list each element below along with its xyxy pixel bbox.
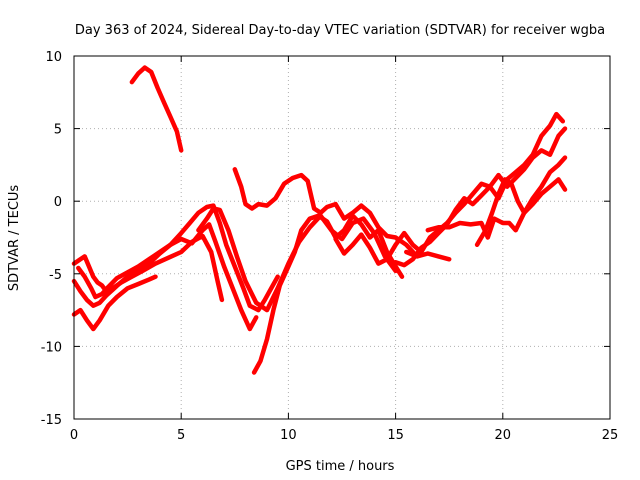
x-tick-label: 0 [70, 428, 78, 443]
y-tick-label: -15 [41, 413, 62, 428]
chart-title: Day 363 of 2024, Sidereal Day-to-day VTE… [75, 23, 605, 38]
series-line-s8 [232, 167, 420, 259]
series-line-s9 [333, 111, 566, 266]
series-line-s4 [71, 274, 158, 332]
series-line-s2 [71, 233, 225, 303]
x-tick-label: 20 [495, 428, 512, 443]
x-tick-label: 5 [177, 428, 185, 443]
series-line-s1 [129, 65, 184, 153]
series-line-s11 [404, 249, 452, 262]
series-layer [71, 65, 568, 375]
series-line-s10 [393, 126, 568, 268]
y-tick-label: 5 [54, 123, 62, 138]
y-tick-label: -10 [41, 340, 62, 355]
x-axis-label: GPS time / hours [286, 459, 395, 474]
series-line-s13 [474, 155, 568, 248]
grid [74, 56, 610, 419]
y-tick-label: -5 [49, 268, 62, 283]
axis-ticks: 0 5 10 15 20 25 -15 -10 -5 0 5 10 [41, 50, 619, 443]
x-tick-label: 15 [387, 428, 404, 443]
y-axis-label: SDTVAR / TECUs [7, 185, 22, 292]
x-tick-label: 10 [280, 428, 297, 443]
y-tick-label: 0 [54, 195, 62, 210]
series-line-s5 [76, 203, 280, 313]
series-line-s12 [425, 177, 568, 240]
y-tick-label: 10 [45, 50, 62, 65]
plot-frame [73, 55, 611, 420]
series-line-s7 [251, 213, 405, 375]
series-line-s6 [196, 206, 398, 313]
x-tick-label: 25 [602, 428, 619, 443]
